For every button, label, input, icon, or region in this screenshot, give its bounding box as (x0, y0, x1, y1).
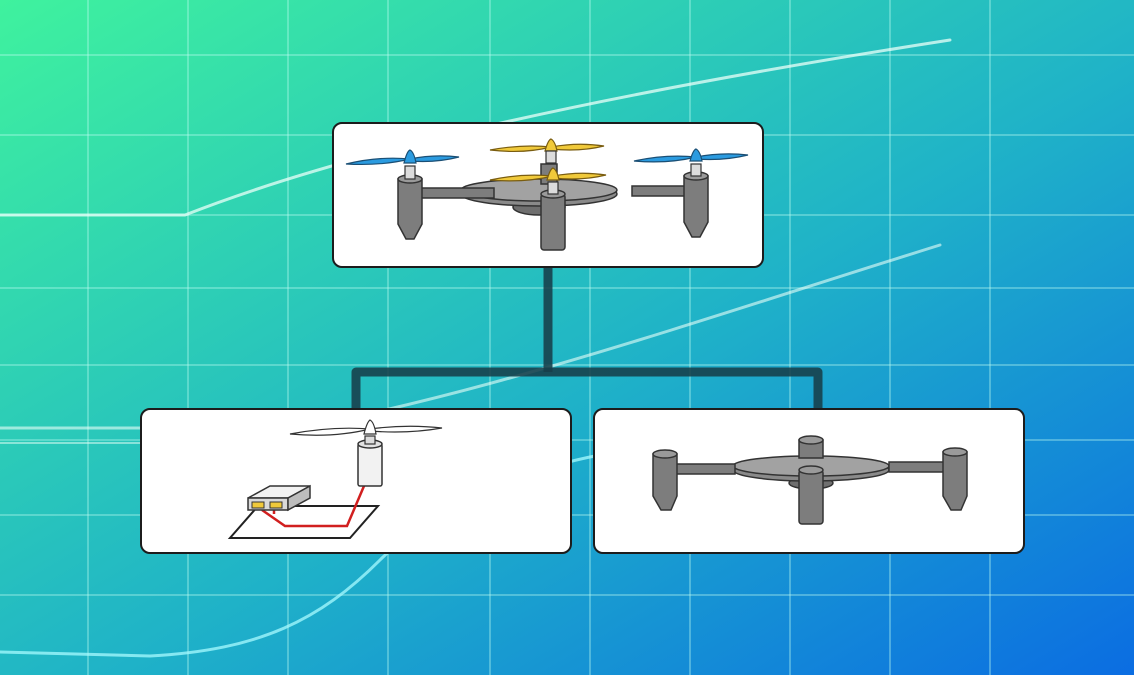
assembled-drone-icon (345, 138, 749, 251)
child-node-card-electronics (140, 408, 572, 554)
drone-frame-icon (652, 435, 968, 525)
child-node-card-frame (593, 408, 1025, 554)
root-node-card (332, 122, 764, 268)
motor-battery-wiring-icon (227, 419, 443, 539)
